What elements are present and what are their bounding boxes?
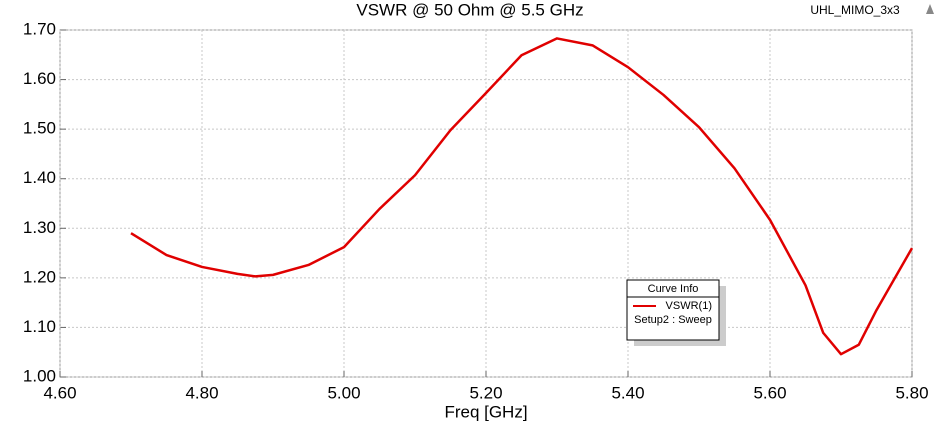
legend-subtitle: Setup2 : Sweep [634,314,712,326]
x-tick-label: 5.40 [611,383,644,402]
y-tick-label: 1.70 [23,19,56,38]
y-tick-label: 1.40 [23,168,56,187]
legend-entry: VSWR(1) [666,300,712,312]
x-tick-label: 5.00 [327,383,360,402]
y-tick-label: 1.20 [23,267,56,286]
y-tick-label: 1.10 [23,317,56,336]
legend: Curve Info VSWR(1) Setup2 : Sweep [626,279,726,346]
data-line [130,37,914,356]
x-axis-label: Freq [GHz] [444,402,527,421]
y-tick-label: 1.60 [23,69,56,88]
x-tick-label: 5.60 [753,383,786,402]
x-tick-label: 5.80 [895,383,928,402]
x-tick-label: 5.20 [469,383,502,402]
corner-icon [926,4,934,14]
y-tick-label: 1.30 [23,218,56,237]
y-tick-label: 1.50 [23,119,56,138]
legend-box [626,279,720,341]
legend-title: Curve Info [648,283,699,295]
y-tick-label: 1.00 [23,366,56,385]
chart-title: VSWR @ 50 Ohm @ 5.5 GHz [356,0,583,19]
project-name: UHL_MIMO_3x3 [810,3,900,17]
x-tick-label: 4.80 [185,383,218,402]
x-tick-label: 4.60 [43,383,76,402]
